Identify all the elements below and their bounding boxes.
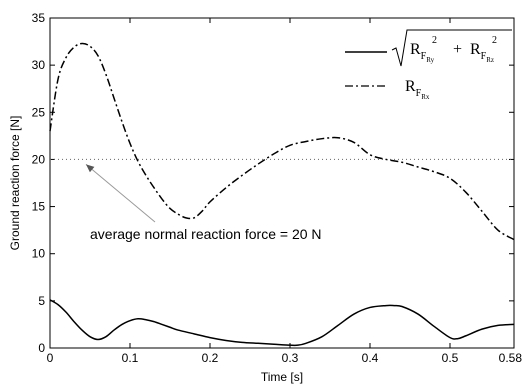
annotation: average normal reaction force = 20 N bbox=[85, 164, 322, 242]
annotation-text: average normal reaction force = 20 N bbox=[90, 226, 322, 242]
y-axis-label: Ground reaction force [N] bbox=[8, 116, 22, 251]
legend-term-rx: RFRx bbox=[405, 78, 430, 101]
sqrt-sign bbox=[391, 29, 512, 67]
x-tick-label: 0.4 bbox=[362, 351, 379, 365]
legend-term-1: RFRy bbox=[410, 41, 435, 64]
legend-entry-rx: RFRx bbox=[345, 78, 430, 101]
plot-area bbox=[49, 17, 515, 349]
y-tick-label: 25 bbox=[32, 105, 46, 119]
axis-ticks: 0 0.1 0.2 0.3 0.4 0.5 0.58 0 5 10 15 20 25 30 35 bbox=[32, 11, 523, 365]
legend: RFRy 2 + RFRz 2 RFRx bbox=[345, 29, 512, 101]
x-tick-label: 0.5 bbox=[442, 351, 459, 365]
legend-entry-magnitude: RFRy 2 + RFRz 2 bbox=[345, 29, 512, 67]
series-layer bbox=[49, 42, 515, 347]
y-tick-label: 5 bbox=[38, 294, 45, 308]
series-line-rx bbox=[49, 42, 515, 241]
x-axis-label: Time [s] bbox=[261, 370, 303, 384]
legend-plus: + bbox=[453, 41, 462, 58]
legend-sup-1: 2 bbox=[432, 35, 437, 46]
y-tick-label: 20 bbox=[32, 152, 46, 166]
legend-term-2: RFRz bbox=[470, 41, 494, 64]
annotation-arrow bbox=[85, 164, 156, 223]
y-tick-label: 15 bbox=[32, 200, 46, 214]
y-tick-label: 10 bbox=[32, 247, 46, 261]
x-tick-label: 0 bbox=[47, 351, 54, 365]
y-tick-label: 0 bbox=[38, 341, 45, 355]
y-tick-label: 30 bbox=[32, 58, 46, 72]
x-tick-label: 0.2 bbox=[202, 351, 219, 365]
x-tick-label: 0.3 bbox=[282, 351, 299, 365]
x-tick-label: 0.1 bbox=[122, 351, 139, 365]
y-tick-label: 35 bbox=[32, 11, 46, 25]
legend-sup-2: 2 bbox=[492, 35, 497, 46]
annotation-arrowhead bbox=[86, 164, 95, 173]
series-line-magnitude bbox=[49, 299, 515, 347]
x-tick-label: 0.58 bbox=[499, 351, 523, 365]
